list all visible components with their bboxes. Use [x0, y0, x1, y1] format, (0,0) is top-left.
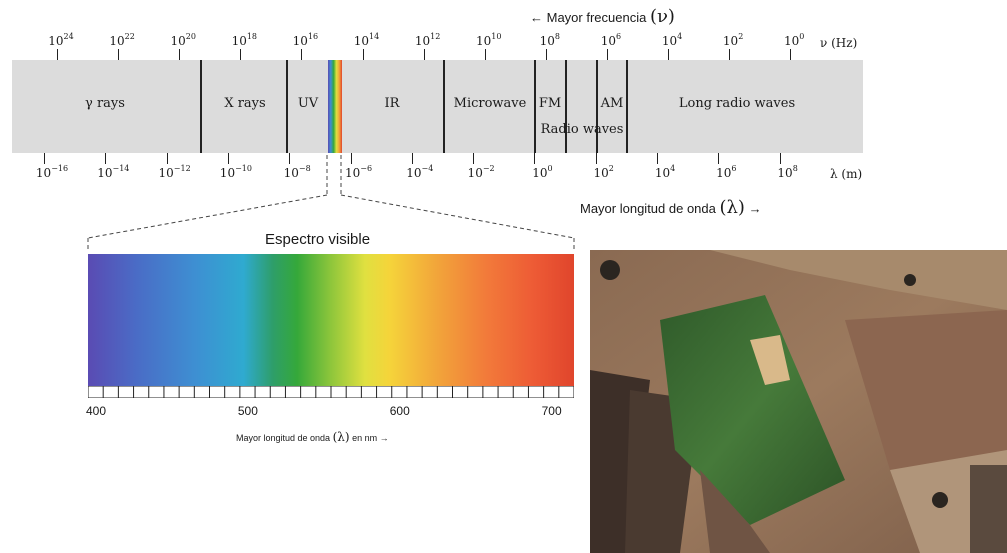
wavelength-direction-header: Mayor longitud de onda (λ) →: [580, 197, 762, 218]
wavelength-tick-mark: [44, 153, 45, 164]
wavelength-tick-mark: [166, 153, 168, 164]
band-ir-label: IR: [384, 96, 400, 111]
frequency-tick-label: 100: [784, 32, 805, 49]
band-divider: [286, 60, 288, 153]
frequency-symbol: (ν): [649, 6, 675, 27]
wavelength-tick-label: 106: [716, 164, 737, 181]
frequency-tick-mark: [668, 49, 669, 60]
wavelength-tick-mark: [227, 153, 229, 164]
wavelength-symbol: (λ): [719, 197, 745, 218]
visible-spectrum-caption: Mayor longitud de onda (λ) en nm →: [236, 430, 389, 444]
wavelength-tick-label: 108: [777, 164, 798, 181]
band-divider: [443, 60, 445, 153]
wavelength-tick-label: 10−14: [97, 164, 130, 181]
frequency-tick-mark: [729, 49, 731, 60]
right-arrow-icon: →: [748, 201, 762, 216]
band-long-radio-label: Long radio waves: [678, 96, 796, 111]
band-divider: [534, 60, 536, 153]
aerial-farmland-image: [590, 250, 1007, 553]
frequency-header-text: Mayor frecuencia: [546, 10, 647, 25]
visible-axis-label: 700: [541, 404, 562, 418]
frequency-tick-mark: [423, 49, 425, 60]
frequency-tick-label: 102: [722, 32, 744, 49]
wavelength-tick-label: 104: [654, 164, 676, 181]
band-radio-label: Radio waves: [540, 122, 624, 137]
band-am-label: AM: [600, 96, 624, 111]
wavelength-tick-label: 10−2: [467, 164, 495, 181]
band-divider: [626, 60, 628, 153]
band-microwave-label: Microwave: [453, 96, 527, 111]
wavelength-tick-mark: [534, 153, 536, 164]
visible-spectrum-ruler: [88, 386, 574, 398]
band-divider: [596, 60, 598, 153]
frequency-tick-label: 1020: [170, 32, 196, 49]
frequency-tick-mark: [790, 49, 792, 60]
frequency-tick-label: 1018: [231, 32, 258, 49]
frequency-tick-mark: [179, 49, 181, 60]
visible-light-strip: [328, 60, 342, 153]
frequency-direction-header: ← Mayor frecuencia (ν): [530, 6, 675, 27]
wavelength-tick-label: 102: [593, 164, 614, 181]
band-divider: [200, 60, 202, 153]
visible-axis-label: 600: [389, 404, 410, 418]
visible-axis-label: 500: [237, 404, 258, 418]
frequency-tick-label: 1010: [475, 32, 502, 49]
visible-spectrum-title: Espectro visible: [265, 231, 371, 248]
wavelength-tick-mark: [595, 153, 597, 164]
frequency-tick-label: 1014: [353, 32, 380, 49]
frequency-tick-label: 108: [539, 32, 560, 49]
wavelength-tick-mark: [350, 153, 352, 164]
band-divider: [565, 60, 567, 153]
band-uv-label: UV: [297, 96, 319, 111]
wavelength-tick-label: 100: [532, 164, 553, 181]
wavelength-tick-mark: [105, 153, 107, 164]
wavelength-tick-label: 10−4: [406, 164, 434, 181]
wavelength-header-text: Mayor longitud de onda: [580, 201, 716, 216]
wavelength-tick-mark: [411, 153, 413, 164]
frequency-tick-mark: [545, 49, 547, 60]
wavelength-unit-label: λ (m): [830, 167, 863, 181]
visible-axis-label: 400: [85, 404, 107, 418]
caption-prefix: Mayor longitud de onda: [236, 433, 331, 443]
frequency-tick-label: 106: [600, 32, 622, 49]
frequency-tick-label: 1016: [292, 32, 319, 49]
frequency-tick-mark: [301, 49, 303, 60]
caption-suffix: en nm →: [352, 433, 389, 443]
wavelength-tick-label: 10−12: [158, 164, 191, 181]
frequency-tick-label: 1012: [414, 32, 441, 49]
caption-symbol: (λ): [332, 430, 350, 444]
electromagnetic-spectrum-bar: γ rays X rays UV IR Microwave FM AM Radi…: [12, 60, 863, 153]
frequency-tick-mark: [118, 49, 120, 60]
band-gamma-label: γ rays: [85, 96, 125, 111]
wavelength-tick-label: 10−16: [35, 164, 69, 181]
frequency-tick-mark: [240, 49, 242, 60]
frequency-tick-mark: [484, 49, 486, 60]
wavelength-tick-label: 10−10: [219, 164, 252, 181]
frequency-tick-label: 1024: [48, 32, 74, 49]
wavelength-tick-mark: [718, 153, 720, 164]
frequency-tick-mark: [606, 49, 608, 60]
band-fm-label: FM: [538, 96, 562, 111]
frequency-tick-mark: [57, 49, 58, 60]
wavelength-tick-mark: [779, 153, 781, 164]
wavelength-tick-label: 10−8: [283, 164, 311, 181]
frequency-tick-mark: [362, 49, 364, 60]
wavelength-tick-mark: [289, 153, 291, 164]
frequency-tick-label: 104: [661, 32, 683, 49]
wavelength-tick-label: 10−6: [344, 164, 373, 181]
band-xray-label: X rays: [224, 96, 266, 111]
visible-spectrum-gradient: [88, 254, 574, 386]
wavelength-tick-mark: [473, 153, 475, 164]
left-arrow-icon: ←: [530, 10, 543, 25]
wavelength-tick-mark: [657, 153, 658, 164]
frequency-tick-label: 1022: [109, 32, 135, 49]
frequency-unit-label: ν (Hz): [820, 36, 858, 50]
